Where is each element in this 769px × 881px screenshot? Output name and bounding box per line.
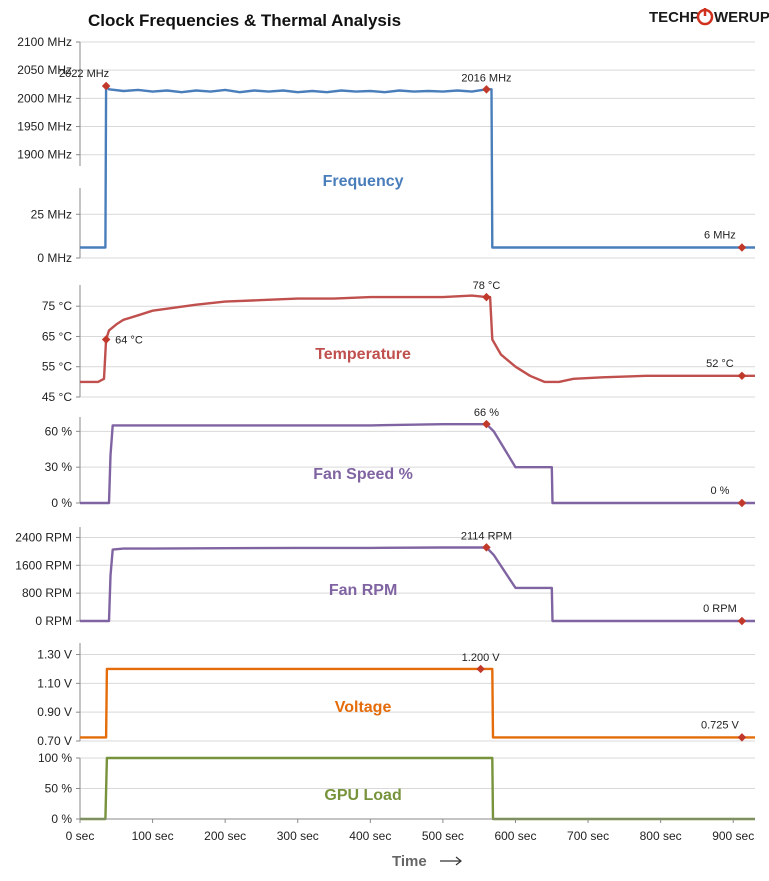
logo-prefix: TECHP bbox=[649, 9, 700, 26]
y-tick-label: 800 RPM bbox=[22, 586, 72, 600]
y-tick-label: 0.70 V bbox=[37, 734, 72, 748]
series-line-frequency bbox=[80, 84, 755, 249]
y-tick-label: 0 RPM bbox=[35, 614, 72, 628]
annotation-label: 52 °C bbox=[706, 358, 734, 370]
panel-voltage: 0.70 V 0.90 V 1.10 V 1.30 V 1.200 V 0.725 V Vo… bbox=[37, 643, 755, 748]
x-axis-title: Time bbox=[392, 853, 427, 870]
panel-title: Voltage bbox=[335, 699, 392, 716]
annotation-label: 64 °C bbox=[115, 334, 143, 346]
panel-fan-rpm: 0 RPM 800 RPM 1600 RPM 2400 RPM 2114 RPM 0 RP… bbox=[15, 527, 755, 628]
techpowerup-logo: TECHP WERUP bbox=[649, 8, 769, 26]
y-tick-label: 0 % bbox=[51, 812, 72, 826]
x-tick-label: 100 sec bbox=[132, 829, 174, 843]
x-tick-label: 900 sec bbox=[712, 829, 754, 843]
panel-title: GPU Load bbox=[324, 787, 401, 804]
series-line-fan-speed bbox=[80, 423, 755, 505]
annotation-label: 2114 RPM bbox=[461, 530, 512, 542]
peak-marker bbox=[737, 733, 747, 742]
y-tick-label: 2000 MHz bbox=[17, 91, 72, 105]
y-tick-label: 25 MHz bbox=[31, 207, 72, 221]
peak-marker bbox=[482, 419, 491, 429]
y-tick-label: 1600 RPM bbox=[15, 558, 72, 572]
panel-title: Temperature bbox=[315, 346, 411, 363]
y-tick-label: 1.30 V bbox=[37, 648, 72, 662]
series-line-voltage bbox=[80, 667, 755, 739]
y-tick-label: 55 °C bbox=[42, 360, 72, 374]
y-tick-label: 2050 MHz bbox=[17, 63, 72, 77]
annotation-label: 1.200 V bbox=[462, 652, 501, 664]
x-tick-label: 400 sec bbox=[349, 829, 391, 843]
x-tick-label: 300 sec bbox=[277, 829, 319, 843]
power-icon bbox=[696, 8, 714, 26]
peak-marker bbox=[476, 664, 485, 674]
annotation-label: 78 °C bbox=[473, 280, 501, 292]
y-tick-label: 2400 RPM bbox=[15, 530, 72, 544]
panel-gpu-load: 0 % 50 % 100 % GPU Load bbox=[38, 751, 755, 826]
y-tick-label: 45 °C bbox=[42, 390, 72, 404]
panel-temperature: 45 °C 55 °C 65 °C 75 °C 64 °C 78 °C 52 °C Tempe… bbox=[42, 280, 755, 404]
x-tick-label: 0 sec bbox=[66, 829, 95, 843]
y-tick-label: 65 °C bbox=[42, 329, 72, 343]
y-tick-label: 1.10 V bbox=[37, 676, 72, 690]
series-line-fan-rpm bbox=[80, 546, 755, 623]
y-tick-label: 50 % bbox=[45, 782, 73, 796]
annotation-label: 0.725 V bbox=[701, 719, 740, 731]
peak-marker bbox=[737, 498, 747, 508]
x-tick-label: 500 sec bbox=[422, 829, 464, 843]
x-axis-title-group: Time bbox=[392, 853, 462, 870]
peak-marker bbox=[737, 371, 747, 381]
peak-marker bbox=[482, 292, 491, 302]
y-tick-label: 30 % bbox=[45, 460, 73, 474]
y-tick-label: 75 °C bbox=[42, 299, 72, 313]
y-tick-label: 2100 MHz bbox=[17, 35, 72, 49]
x-tick-label: 800 sec bbox=[640, 829, 682, 843]
chart-panels: 1900 MHz 1950 MHz 2000 MHz 2050 MHz 2100 MHz… bbox=[15, 35, 755, 826]
annotation-label: 2022 MHz bbox=[59, 68, 109, 80]
logo-suffix: WERUP bbox=[714, 9, 769, 26]
chart-title: Clock Frequencies & Thermal Analysis bbox=[88, 11, 401, 30]
annotation-label: 66 % bbox=[474, 407, 499, 419]
panel-title: Fan RPM bbox=[329, 582, 397, 599]
x-tick-label: 600 sec bbox=[494, 829, 536, 843]
annotation-label: 0 RPM bbox=[703, 603, 737, 615]
peak-marker bbox=[482, 543, 491, 552]
y-tick-label: 0.90 V bbox=[37, 705, 72, 719]
annotation-label: 2016 MHz bbox=[461, 72, 511, 84]
y-tick-label: 0 % bbox=[51, 496, 72, 510]
peak-marker bbox=[482, 85, 491, 94]
annotation-label: 0 % bbox=[710, 485, 729, 497]
panel-title: Fan Speed % bbox=[313, 466, 413, 483]
y-tick-label: 60 % bbox=[45, 424, 73, 438]
annotation-label: 6 MHz bbox=[704, 230, 736, 242]
peak-marker bbox=[101, 81, 111, 91]
y-tick-label: 0 MHz bbox=[37, 251, 72, 265]
y-tick-label: 100 % bbox=[38, 751, 72, 765]
series-line-temperature bbox=[80, 294, 755, 384]
panel-fan-speed: 0 % 30 % 60 % 66 % 0 % Fan Speed % bbox=[45, 407, 755, 510]
y-tick-label: 1900 MHz bbox=[17, 148, 72, 162]
x-tick-label: 700 sec bbox=[567, 829, 609, 843]
panel-frequency: 1900 MHz 1950 MHz 2000 MHz 2050 MHz 2100 MHz… bbox=[17, 35, 755, 265]
peak-marker bbox=[737, 243, 747, 252]
x-tick-label: 200 sec bbox=[204, 829, 246, 843]
panel-title: Frequency bbox=[323, 173, 404, 190]
peak-marker bbox=[101, 335, 111, 344]
peak-marker bbox=[737, 616, 747, 626]
y-tick-label: 1950 MHz bbox=[17, 120, 72, 134]
x-axis: 0 sec 100 sec 200 sec 300 sec 400 sec 500 sec… bbox=[66, 818, 755, 843]
arrow-right-icon bbox=[440, 856, 462, 866]
